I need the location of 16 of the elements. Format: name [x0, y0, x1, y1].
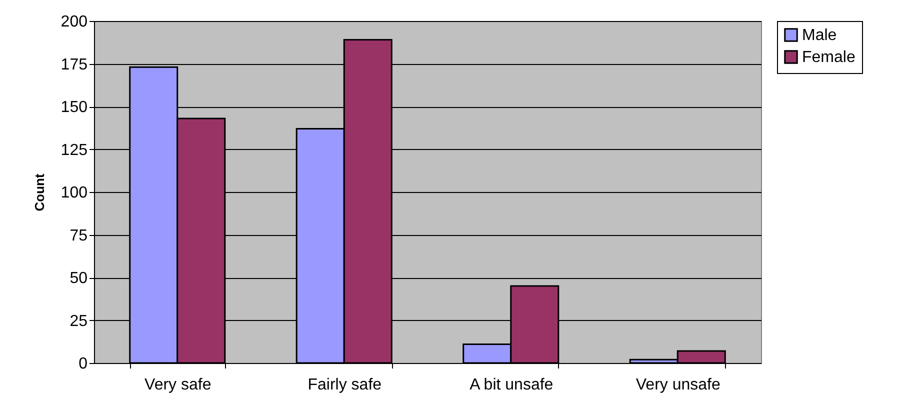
y-tick-label: 25 — [70, 312, 88, 330]
x-tick-label: Very unsafe — [636, 376, 720, 394]
y-tick-label: 175 — [60, 56, 88, 74]
y-tick-label: 0 — [78, 356, 88, 372]
legend-label: Male — [802, 27, 837, 44]
x-tick-label: Fairly safe — [308, 376, 382, 394]
y-tick-label: 150 — [60, 99, 88, 116]
y-tick-label: 100 — [60, 184, 88, 202]
x-tick-label: A bit unsafe — [470, 376, 554, 394]
y-tick-label: 50 — [70, 270, 88, 287]
y-tick-label: 200 — [60, 14, 88, 30]
y-tick-label: 125 — [60, 142, 88, 159]
x-tick-label: Very safe — [144, 376, 212, 394]
y-axis-title: Count — [32, 173, 47, 212]
y-tick-label: 75 — [70, 227, 88, 244]
legend-label: Female — [802, 49, 856, 66]
